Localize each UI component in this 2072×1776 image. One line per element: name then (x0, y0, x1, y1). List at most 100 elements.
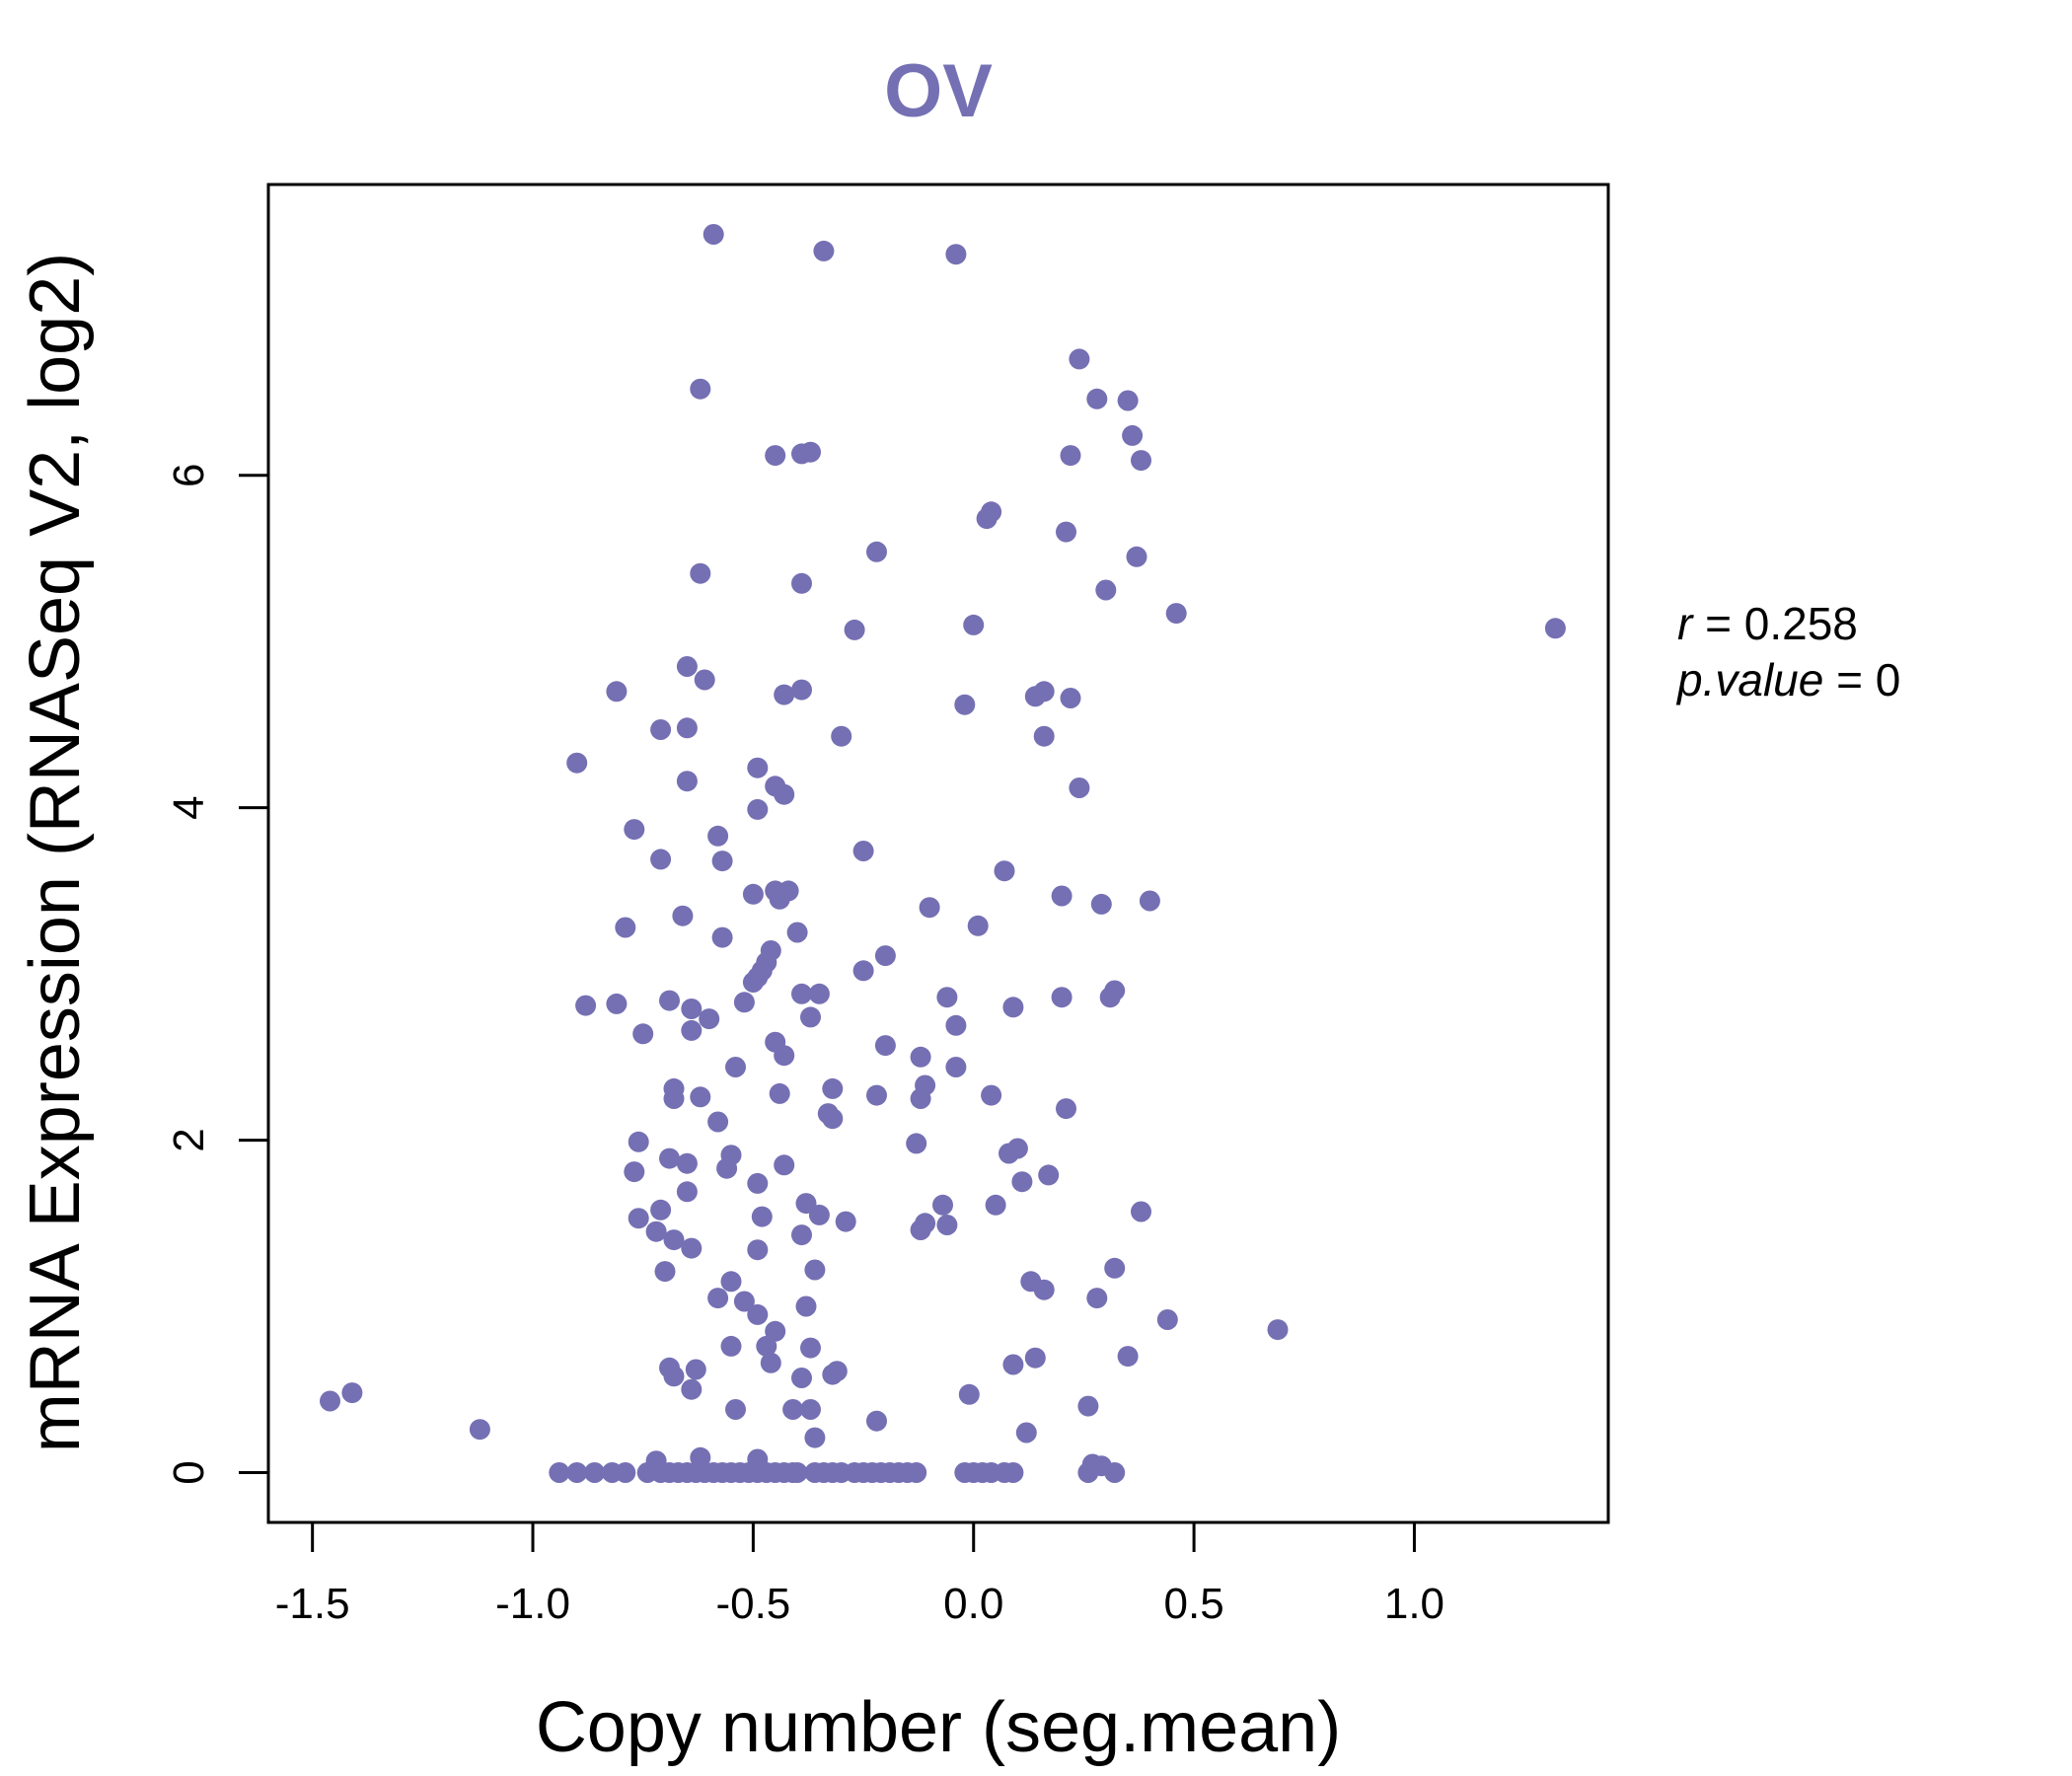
data-point (606, 993, 628, 1014)
data-point (760, 1352, 781, 1373)
data-point (685, 1359, 706, 1380)
data-point (1033, 1279, 1055, 1300)
data-point (835, 1211, 856, 1232)
data-point (800, 441, 821, 463)
data-point (932, 1194, 953, 1216)
data-point (672, 905, 694, 926)
x-tick-label: 0.5 (1164, 1580, 1224, 1628)
data-point (910, 1220, 931, 1240)
data-point (650, 849, 672, 870)
data-point (958, 1383, 980, 1405)
data-point (469, 1419, 490, 1441)
data-point (663, 1229, 685, 1251)
data-point (733, 1291, 755, 1312)
data-point (681, 1237, 703, 1259)
r-label: r (1677, 598, 1694, 649)
x-tick-label: 0.0 (943, 1580, 1003, 1628)
data-point (566, 1462, 588, 1483)
data-point (624, 1161, 645, 1183)
data-points (320, 224, 1566, 1483)
data-point (945, 1057, 967, 1077)
data-point (676, 1152, 698, 1174)
data-point (663, 1088, 685, 1109)
data-point (1165, 603, 1187, 625)
data-point (681, 1019, 703, 1041)
data-point (777, 880, 799, 902)
data-point (852, 960, 874, 982)
data-point (575, 995, 597, 1016)
data-point (650, 719, 672, 740)
data-point (813, 240, 835, 261)
data-point (1131, 1201, 1151, 1222)
data-point (756, 1335, 777, 1357)
data-point (981, 501, 1002, 523)
correlation-r: r = 0.258 (1677, 598, 1858, 649)
data-point (826, 1361, 848, 1382)
data-point (1056, 521, 1076, 543)
data-point (711, 926, 733, 948)
data-point (769, 1082, 790, 1104)
data-point (1104, 1257, 1126, 1279)
p-label: p.value (1675, 654, 1823, 705)
data-point (1156, 1309, 1178, 1330)
data-point (1069, 777, 1090, 798)
x-tick-label: -1.0 (495, 1580, 570, 1628)
data-point (1011, 1171, 1033, 1193)
data-point (1060, 445, 1081, 467)
data-point (791, 572, 812, 594)
data-point (747, 757, 769, 778)
data-point (654, 1261, 676, 1283)
correlation-p: p.value = 0 (1675, 654, 1900, 705)
data-point (742, 883, 764, 905)
data-point (733, 992, 755, 1013)
data-point (747, 1303, 769, 1325)
data-point (1038, 1164, 1060, 1186)
data-point (910, 1046, 931, 1068)
data-point (628, 1208, 649, 1229)
data-point (774, 684, 795, 705)
data-point (707, 825, 729, 847)
x-axis: -1.5 -1.0 -0.5 0.0 0.5 1.0 (275, 1520, 1444, 1628)
chart-title: OV (884, 49, 993, 133)
data-point (1122, 424, 1144, 446)
data-point (945, 244, 967, 265)
x-tick-label: -1.5 (275, 1580, 350, 1628)
data-point (1033, 681, 1055, 703)
data-point (681, 1378, 703, 1400)
data-point (1086, 1288, 1108, 1309)
data-point (985, 1194, 1006, 1216)
data-point (1060, 688, 1081, 708)
data-point (1131, 450, 1151, 472)
data-point (800, 1006, 821, 1028)
x-tick-label: 1.0 (1384, 1580, 1444, 1628)
data-point (720, 1335, 742, 1357)
data-point (711, 851, 733, 872)
data-point (1104, 1462, 1126, 1483)
y-axis-label: mRNA Expression (RNASeq V2, log2) (16, 253, 95, 1452)
data-point (690, 378, 711, 400)
data-point (774, 1045, 795, 1067)
data-point (981, 1084, 1002, 1106)
data-point (632, 1023, 654, 1045)
data-point (791, 1224, 812, 1246)
data-point (1126, 546, 1147, 567)
data-point (747, 798, 769, 820)
data-point (628, 1131, 649, 1152)
data-point (751, 1206, 773, 1227)
data-point (1086, 388, 1108, 409)
y-tick-label: 4 (165, 795, 213, 819)
data-point (866, 541, 887, 562)
data-point (1024, 1347, 1046, 1369)
data-point (1069, 348, 1090, 370)
data-point (1051, 885, 1073, 907)
data-point (774, 1154, 795, 1176)
data-point (650, 1199, 672, 1221)
data-point (707, 1288, 729, 1309)
data-point (676, 656, 698, 677)
data-point (786, 922, 808, 943)
data-point (676, 771, 698, 792)
data-point (936, 987, 958, 1008)
r-equals: = (1692, 598, 1743, 649)
data-point (906, 1133, 927, 1154)
